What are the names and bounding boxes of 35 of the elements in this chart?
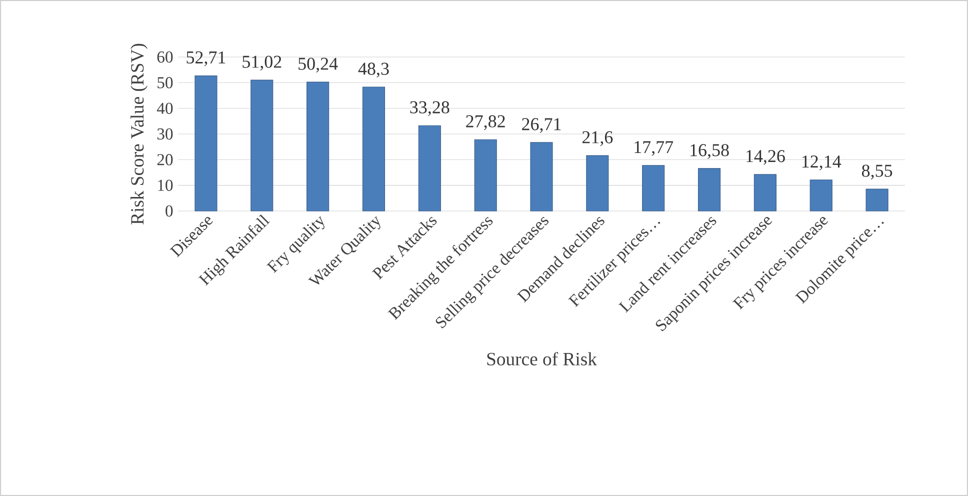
data-label: 48,3 xyxy=(358,62,389,78)
y-tick-label: 60 xyxy=(157,51,173,63)
bar xyxy=(810,180,832,212)
y-tick-label: 50 xyxy=(158,77,173,88)
data-label: 8,55 xyxy=(862,164,892,180)
data-label: 50,24 xyxy=(298,58,338,72)
y-axis-title: Risk Score Value (RSV) xyxy=(130,44,148,224)
bar xyxy=(250,80,274,212)
bar xyxy=(194,75,218,212)
bar xyxy=(474,139,497,212)
y-tick-label: 10 xyxy=(158,180,173,191)
y-tick-label: 30 xyxy=(157,128,173,140)
data-label: 52,71 xyxy=(186,51,226,66)
data-label: 16,58 xyxy=(690,144,729,159)
data-label: 27,82 xyxy=(466,115,505,130)
bar xyxy=(418,125,441,212)
bar xyxy=(362,86,386,212)
y-tick-label: 0 xyxy=(166,205,173,217)
data-label: 21,6 xyxy=(582,131,613,146)
bar xyxy=(642,165,665,212)
data-label: 14,26 xyxy=(746,150,785,165)
bar xyxy=(530,142,553,212)
bar xyxy=(586,155,609,212)
data-label: 12,14 xyxy=(802,156,842,170)
bar xyxy=(306,82,330,212)
y-tick-label: 40 xyxy=(156,102,173,114)
bar xyxy=(754,174,776,212)
data-label: 51,02 xyxy=(242,56,282,70)
data-label: 26,71 xyxy=(522,118,561,133)
x-axis-title: Source of Risk xyxy=(487,352,597,366)
data-label: 33,28 xyxy=(410,101,450,116)
bar xyxy=(866,188,888,212)
y-tick-label: 20 xyxy=(157,154,173,166)
data-label: 17,77 xyxy=(634,141,674,156)
bar xyxy=(698,168,721,212)
